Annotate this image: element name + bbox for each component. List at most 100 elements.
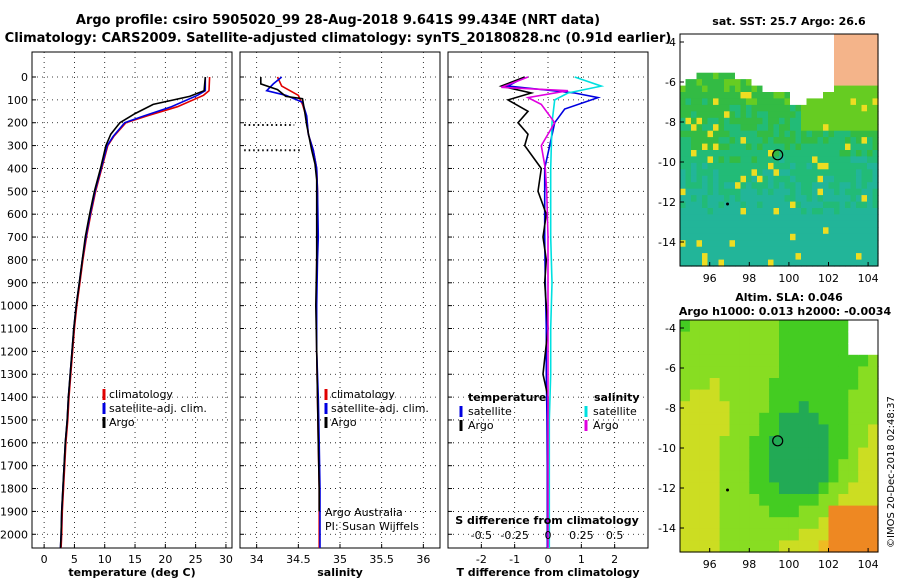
map-cell (812, 53, 819, 61)
map-cell (702, 208, 709, 215)
map-cell (751, 66, 758, 74)
map-cell (713, 59, 720, 67)
map-cell (746, 150, 753, 157)
map-cell (817, 259, 824, 267)
map-cell (757, 150, 764, 157)
map-cell (740, 137, 747, 145)
map-cell (828, 195, 835, 203)
map-cell (702, 66, 709, 74)
map-cell (751, 40, 758, 48)
y-tick-label: 200 (7, 117, 28, 130)
map-cell (845, 130, 852, 138)
map-cell (839, 137, 846, 145)
map-cell (845, 98, 852, 106)
map-cell (751, 34, 758, 41)
map-cell (729, 34, 736, 41)
x-axis-label: salinity (317, 566, 363, 579)
map-cell (850, 66, 857, 74)
map-cell (818, 517, 830, 530)
map-cell (784, 182, 791, 190)
map-cell (828, 505, 839, 518)
map-cell (702, 220, 709, 228)
map-cell (834, 72, 841, 80)
map-cell (680, 92, 687, 99)
map-cell (839, 169, 846, 177)
map-cell (779, 354, 790, 367)
map-cell (856, 53, 863, 61)
map-cell (790, 34, 797, 41)
map-cell (702, 195, 709, 203)
map-cell (735, 79, 742, 87)
map-cell (707, 259, 714, 267)
map-cell (838, 494, 849, 507)
map-cell (749, 505, 760, 518)
map-cell (749, 470, 760, 483)
map-cell (868, 354, 879, 367)
map-cell (702, 79, 709, 87)
map-cell (790, 175, 797, 183)
map-cell (713, 34, 720, 41)
map-cell (773, 201, 780, 209)
map-cell (768, 253, 775, 261)
map-cell (817, 208, 824, 215)
map-cell (861, 156, 868, 164)
map-cell (823, 150, 830, 157)
map-cell (699, 482, 711, 495)
map-cell (739, 505, 750, 518)
map-cell (757, 253, 764, 261)
map-cell (709, 412, 721, 425)
map-cell (795, 143, 802, 151)
map-cell (858, 505, 869, 518)
map-cell (828, 175, 835, 183)
map-cell (768, 53, 775, 61)
legend-label: climatology (331, 388, 395, 401)
map-cell (788, 343, 800, 356)
map-cell (768, 169, 775, 177)
map-cell (817, 220, 824, 228)
map-cell (839, 40, 846, 48)
map-cell (861, 137, 868, 145)
map-cell (850, 233, 857, 241)
map-cell (709, 482, 721, 495)
map-cell (749, 540, 760, 553)
map-cell (718, 124, 725, 132)
map-cell (740, 227, 747, 235)
map-cell (759, 436, 770, 449)
map-cell (788, 389, 800, 402)
y-tick-label: 1900 (0, 505, 28, 518)
map-cell (817, 143, 824, 151)
map-cell (856, 66, 863, 74)
map-cell (685, 175, 692, 183)
map-cell (867, 34, 874, 41)
map-cell (707, 40, 714, 48)
map-cell (685, 188, 692, 196)
map-cell (784, 98, 791, 106)
map-cell (685, 214, 692, 222)
map-cell (762, 201, 769, 209)
map-cell (680, 150, 687, 157)
map-cell (850, 208, 857, 215)
map-cell (834, 214, 841, 222)
map-cell (790, 59, 797, 67)
map-cell (729, 240, 736, 248)
map-cell (861, 246, 868, 254)
map-cell (779, 227, 786, 235)
map-cell (834, 201, 841, 209)
map-cell (838, 412, 849, 425)
map-cell (729, 175, 736, 183)
map-cell (790, 40, 797, 48)
map-cell (850, 111, 857, 119)
map-cell (848, 389, 859, 402)
map-cell (779, 66, 786, 74)
y-tick-label: 100 (7, 94, 28, 107)
map-cell (788, 412, 800, 425)
map-cell (818, 366, 830, 379)
map-cell (867, 59, 874, 67)
map-cell (729, 143, 736, 151)
map-cell (850, 195, 857, 203)
map-cell (806, 143, 813, 151)
map-cell (812, 227, 819, 235)
map-cell (757, 98, 764, 106)
map-cell (702, 59, 709, 67)
